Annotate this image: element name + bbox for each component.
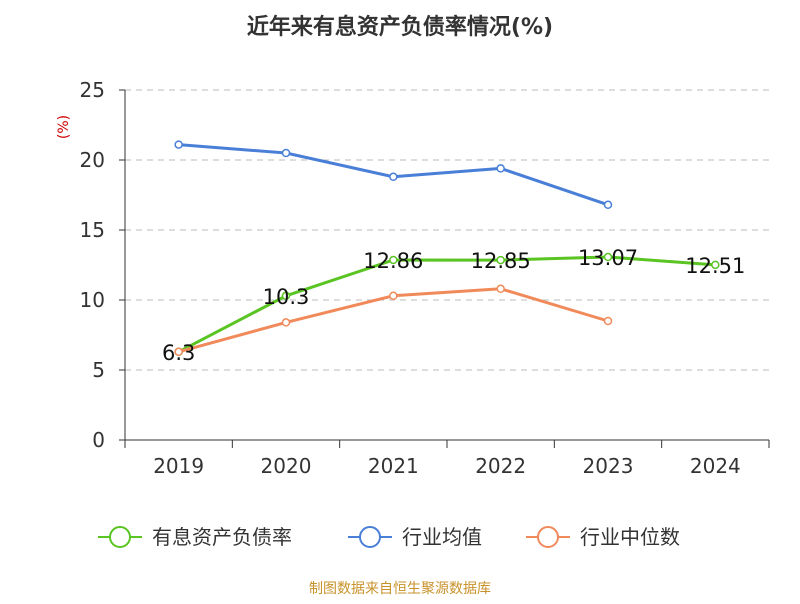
y-axis-label: (%) — [56, 115, 72, 139]
axes: 0 5 10 15 20 25 2019 2020 2021 2022 2023 2024 — [80, 78, 770, 478]
data-point — [496, 255, 505, 265]
data-labels: 6.3 10.3 12.86 12.85 13.07 12.51 — [162, 246, 745, 365]
data-point — [496, 164, 505, 173]
chart-title: 近年来有息资产负债率情况(%) — [247, 14, 553, 40]
series-line — [178, 255, 716, 354]
source-note: 制图数据来自恒生聚源数据库 — [309, 581, 491, 597]
data-point — [711, 260, 720, 270]
legend-label: 行业中位数 — [580, 525, 680, 549]
data-point — [281, 318, 291, 327]
data-label: 12.51 — [685, 254, 745, 278]
x-tick-label: 2024 — [690, 454, 741, 478]
legend-swatch-marker — [537, 526, 559, 548]
y-tick-label: 10 — [80, 288, 105, 312]
legend-label: 行业均值 — [402, 525, 482, 549]
data-label: 6.3 — [162, 341, 195, 365]
y-tick-label: 5 — [92, 358, 105, 382]
data-point — [389, 172, 398, 182]
data-point — [281, 148, 291, 158]
legend-swatch-marker — [359, 526, 381, 548]
x-tick-label: 2020 — [261, 454, 312, 478]
legend-item[interactable]: 行业中位数 — [526, 525, 680, 549]
data-point — [603, 316, 613, 326]
data-point — [389, 291, 398, 301]
legend-item[interactable]: 行业均值 — [348, 525, 482, 549]
data-point — [603, 200, 613, 210]
data-point — [496, 284, 505, 294]
y-tick-label: 0 — [92, 428, 105, 452]
data-label: 12.86 — [363, 249, 423, 273]
data-point — [174, 347, 183, 357]
data-point — [281, 291, 291, 301]
legend-swatch-marker — [109, 526, 131, 548]
data-label: 12.85 — [471, 249, 531, 273]
series-group — [174, 140, 720, 357]
data-point — [603, 252, 613, 262]
data-point — [389, 255, 398, 265]
data-label: 10.3 — [263, 285, 310, 309]
legend[interactable]: 有息资产负债率 行业均值 行业中位数 — [98, 525, 680, 549]
x-tick-label: 2019 — [153, 454, 204, 478]
grid-lines — [125, 89, 769, 371]
y-tick-label: 20 — [80, 148, 105, 172]
x-tick-label: 2022 — [475, 454, 526, 478]
data-point — [174, 140, 183, 149]
legend-item[interactable]: 有息资产负债率 — [98, 525, 292, 549]
legend-label: 有息资产负债率 — [152, 525, 292, 549]
y-tick-label: 15 — [80, 218, 105, 242]
x-tick-label: 2023 — [583, 454, 634, 478]
y-tick-label: 25 — [80, 78, 105, 102]
data-label: 13.07 — [578, 246, 638, 270]
x-tick-label: 2021 — [368, 454, 419, 478]
